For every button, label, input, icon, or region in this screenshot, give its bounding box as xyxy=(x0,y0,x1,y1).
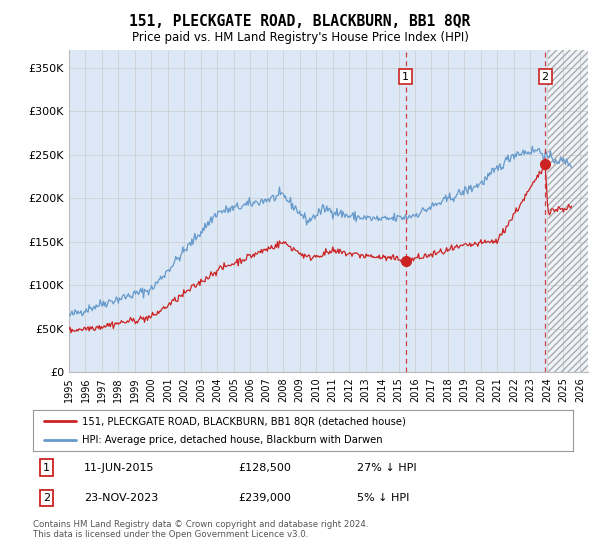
Text: Price paid vs. HM Land Registry's House Price Index (HPI): Price paid vs. HM Land Registry's House … xyxy=(131,31,469,44)
Text: 151, PLECKGATE ROAD, BLACKBURN, BB1 8QR (detached house): 151, PLECKGATE ROAD, BLACKBURN, BB1 8QR … xyxy=(82,417,406,426)
Bar xyxy=(548,50,588,372)
Bar xyxy=(548,50,588,372)
Text: 1: 1 xyxy=(402,72,409,82)
Text: Contains HM Land Registry data © Crown copyright and database right 2024.
This d: Contains HM Land Registry data © Crown c… xyxy=(33,520,368,539)
Text: 1: 1 xyxy=(43,463,50,473)
Text: 2: 2 xyxy=(542,72,549,82)
Text: 27% ↓ HPI: 27% ↓ HPI xyxy=(357,463,416,473)
Text: 5% ↓ HPI: 5% ↓ HPI xyxy=(357,493,409,503)
Text: 23-NOV-2023: 23-NOV-2023 xyxy=(84,493,158,503)
Text: 11-JUN-2015: 11-JUN-2015 xyxy=(84,463,155,473)
Text: HPI: Average price, detached house, Blackburn with Darwen: HPI: Average price, detached house, Blac… xyxy=(82,435,382,445)
Text: £128,500: £128,500 xyxy=(238,463,291,473)
Text: 151, PLECKGATE ROAD, BLACKBURN, BB1 8QR: 151, PLECKGATE ROAD, BLACKBURN, BB1 8QR xyxy=(130,14,470,29)
Text: £239,000: £239,000 xyxy=(238,493,291,503)
Text: 2: 2 xyxy=(43,493,50,503)
